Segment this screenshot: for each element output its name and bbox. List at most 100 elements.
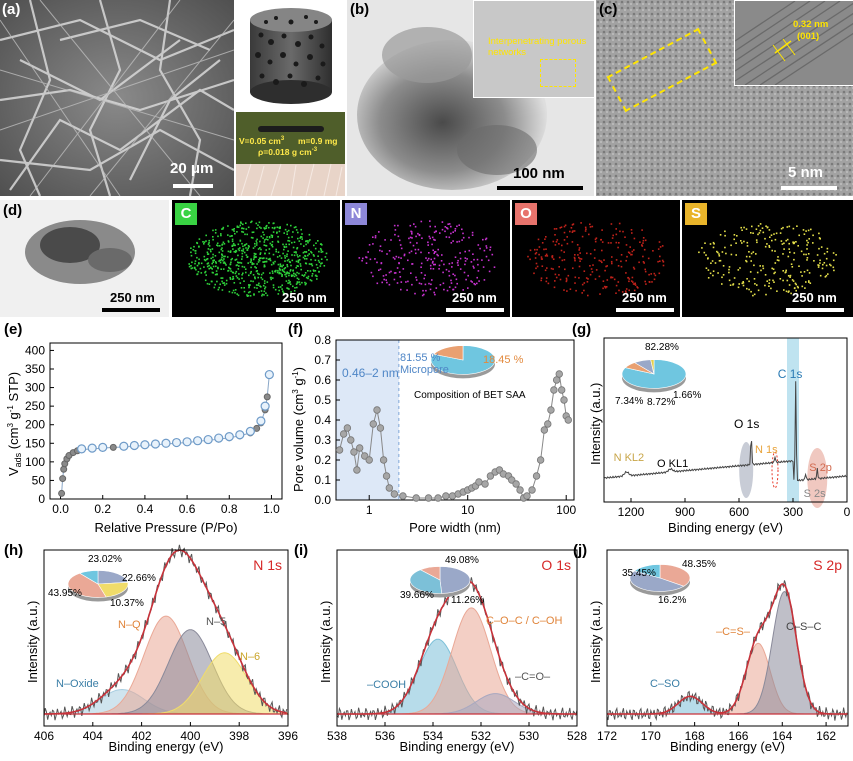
raw-spectrum [336, 573, 578, 721]
data-point [434, 494, 442, 502]
scale-bar-label: 20 μm [170, 160, 214, 177]
y-axis-label: Vads (cm3 g-1 STP) [6, 372, 23, 476]
fit-envelope [43, 549, 287, 715]
data-point-adsorption [73, 447, 81, 455]
x-tick-label: 534 [423, 729, 443, 743]
data-point-adsorption [183, 439, 191, 447]
panel-label: (h) [4, 542, 23, 559]
data-point [385, 484, 394, 492]
data-point-adsorption [58, 489, 66, 497]
scale-bar-label: 250 nm [282, 290, 327, 305]
highlight-n1s [771, 451, 779, 489]
y-tick-label: 300 [25, 381, 45, 395]
data-point [486, 472, 495, 480]
scale-bar-label: 100 nm [513, 165, 565, 182]
pie-label: 81.55 % [400, 352, 441, 364]
x-axis-label: Binding energy (eV) [668, 520, 783, 535]
component-peak [337, 693, 577, 715]
y-tick-label: 0 [38, 492, 45, 506]
data-point-adsorption [61, 460, 69, 468]
data-point-adsorption [173, 439, 181, 447]
x-tick-label: 532 [471, 729, 491, 743]
plot-frame-g [603, 337, 848, 503]
peak-label: N 1s [755, 444, 778, 456]
panel-label: (g) [572, 321, 591, 338]
y-tick-label: 0.2 [314, 453, 331, 467]
element-badge: S [685, 203, 707, 225]
x-tick-label: 0.8 [221, 502, 238, 516]
y-axis-label: Intensity (a.u.) [588, 601, 603, 683]
component-peak [607, 695, 848, 715]
plot-frame-h [43, 549, 289, 727]
lattice-fringes [734, 0, 853, 86]
data-point-adsorption [120, 443, 128, 451]
x-tick-label: 10 [461, 503, 475, 517]
data-point [373, 406, 381, 414]
x-tick-label: 530 [519, 729, 539, 743]
data-point [532, 472, 541, 480]
scale-bar [446, 308, 504, 312]
data-point [536, 456, 545, 464]
panel-label: (a) [2, 1, 21, 18]
x-tick-label: 398 [229, 729, 249, 743]
data-point-desorption [182, 437, 192, 447]
y-tick-label: 0.4 [314, 413, 331, 427]
component-label: C–O–C / C–OH [486, 615, 562, 627]
pie-depth [68, 574, 128, 602]
lattice-spacing: 0.32 nm [793, 19, 829, 30]
pie-slice [629, 570, 685, 592]
data-point [491, 468, 499, 476]
x-tick-label: 402 [132, 729, 152, 743]
data-point [499, 470, 508, 478]
data-point-adsorption [65, 452, 73, 460]
data-point [442, 492, 450, 500]
data-point [347, 436, 355, 444]
data-point [564, 416, 572, 424]
data-point [464, 486, 472, 494]
data-point [399, 492, 407, 500]
scale-bar [786, 308, 844, 312]
eds-map-n: N 250 nm [342, 200, 510, 317]
peak-label: S 2s [804, 488, 827, 500]
x-tick-label: 164 [772, 729, 792, 743]
x-tick-label: 396 [278, 729, 298, 743]
pie-slice [430, 345, 496, 375]
data-point [468, 484, 476, 492]
data-point [560, 396, 568, 404]
data-point-adsorption [263, 393, 271, 401]
data-point [552, 376, 561, 384]
component-label: C–S–C [786, 621, 822, 633]
data-point-desorption [129, 440, 139, 451]
data-point [562, 412, 570, 420]
plot-frame-j [606, 549, 849, 727]
data-point-adsorption [130, 442, 138, 450]
data-point [424, 494, 433, 502]
data-point-adsorption [99, 444, 107, 452]
data-point [365, 456, 373, 464]
y-tick-label: 0.5 [314, 393, 331, 407]
element-badge: N [345, 203, 367, 225]
x-axis-label: Binding energy (eV) [400, 739, 515, 754]
data-point-adsorption [60, 465, 68, 473]
panel-label: (d) [3, 202, 23, 219]
pie-label: 35.45% [622, 568, 656, 579]
data-point [382, 472, 391, 480]
pie-chart-i [409, 566, 471, 598]
pie-label: 48.35% [682, 559, 716, 570]
data-point [335, 446, 344, 454]
component-label: N–Q [118, 619, 141, 631]
x-tick-label: 538 [327, 729, 347, 743]
y-tick-label: 150 [25, 436, 45, 450]
tem-flake [25, 220, 135, 284]
data-point-desorption [245, 426, 255, 436]
panel-label: (e) [4, 321, 22, 338]
pie-slice [659, 564, 691, 587]
data-point [471, 482, 480, 490]
pie-slice [419, 566, 441, 581]
component-peak [43, 688, 288, 715]
raw-spectrum [606, 580, 848, 721]
eds-map-s: S 250 nm [682, 200, 853, 317]
data-point-adsorption [246, 429, 254, 437]
data-point [544, 420, 552, 428]
data-point [504, 472, 513, 480]
